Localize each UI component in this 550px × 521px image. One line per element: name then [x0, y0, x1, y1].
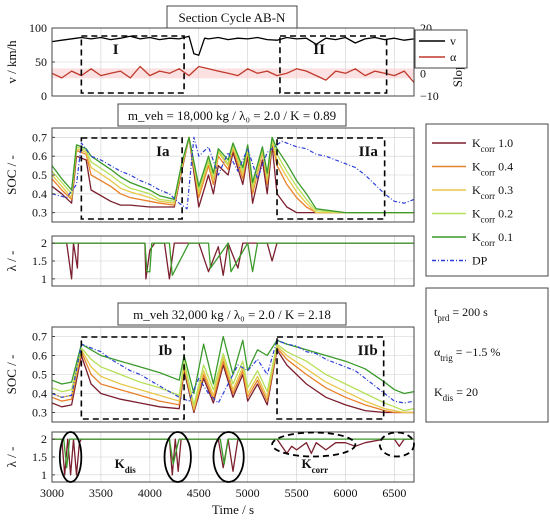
y-tick-label: 0.3 [32, 406, 47, 420]
series-line-DP [51, 136, 415, 210]
panel-title: m_veh 32,000 kg / λ₀ = 2.0 / K = 2.18 [133, 307, 331, 322]
x-tick-label: 6000 [334, 486, 358, 500]
y-tick-label: 0.4 [32, 387, 47, 401]
legend-label: Kcorr 0.3 [472, 183, 513, 201]
highlight-ellipse [58, 431, 83, 483]
legend-label: Kcorr 0.4 [472, 160, 513, 178]
annotation-label: Kcorr [301, 456, 328, 475]
series-line-K-corr-0.3 [51, 136, 414, 214]
series-line-K-corr-0.3 [51, 345, 414, 414]
legend-label: Kcorr 0.1 [472, 230, 513, 248]
series-line-K-corr-1.0 [51, 136, 414, 214]
y-tick-label: 0.5 [32, 368, 47, 382]
y-tick-label: 0.3 [32, 206, 47, 220]
legend-box-cycle [414, 29, 468, 69]
panel-title: m_veh = 18,000 kg / λ₀ = 2.0 / K = 0.89 [128, 108, 336, 123]
x-tick-label: 3500 [89, 486, 113, 500]
param-label: αtrig = −1.5 % [434, 345, 500, 363]
x-tick-label: 6500 [382, 486, 406, 500]
series-line-K-corr-1.0 [52, 438, 414, 476]
y-axis-label: v / km/h [4, 40, 19, 84]
panel-title-box [117, 103, 347, 127]
region-label-II: II [313, 42, 325, 58]
x-axis-label: Time / s [212, 502, 254, 517]
series-line-K-corr-0.1 [52, 242, 414, 276]
series-line-K-corr-0.1 [51, 335, 415, 395]
y-right-tick-label: 0 [420, 66, 426, 80]
y-tick-label: 1 [41, 272, 47, 286]
region-box-IIb [276, 336, 385, 420]
region-box-IIa [276, 137, 386, 220]
y-tick-label: 1.5 [32, 254, 47, 268]
series-line-K-corr-1.0 [51, 349, 414, 414]
panel-soc1: Ia IIa 0.3 0.4 0.5 0.6 0.7 SOC / - m_veh = 18,00… [4, 103, 415, 223]
region-label-I: I [113, 42, 119, 58]
y-tick-label: 0.7 [32, 330, 47, 344]
region-label-Ia: Ia [156, 144, 170, 160]
region-box-Ib [80, 336, 185, 420]
y-tick-label: 50 [35, 55, 47, 69]
y-tick-label: 0.5 [32, 168, 47, 182]
region-label-IIa: IIa [359, 144, 379, 160]
y-tick-label: 2 [41, 236, 47, 250]
region-label-Ib: Ib [158, 343, 172, 359]
y-axis-label: SOC / - [4, 355, 19, 395]
x-tick-label: 5000 [236, 486, 260, 500]
series-line-K-corr-0.4 [51, 347, 414, 414]
series-line-v [51, 35, 415, 56]
series-line-K-corr-0.4 [51, 136, 414, 214]
annotation-label: Kdis [115, 456, 137, 475]
slope-band [52, 68, 414, 79]
series-line-K-corr-0.2 [51, 136, 414, 214]
y-tick-label: 0.7 [32, 130, 47, 144]
x-tick-label: 3000 [40, 486, 64, 500]
panel-lambda2: 1 1.5 2 λ / - [4, 431, 415, 483]
panel-title-box [166, 5, 298, 29]
series-line-K-corr-1.0 [52, 242, 414, 280]
y-right-tick-label: −10 [420, 89, 439, 103]
panel-soc2: Ib IIb 0.3 0.4 0.5 0.6 0.7 SOC / - m_veh 32,000 … [4, 302, 415, 423]
y-axis-label: λ / - [4, 251, 19, 272]
highlight-ellipse [271, 431, 357, 458]
y-tick-label: 0.4 [32, 187, 47, 201]
y-tick-label: 0 [41, 89, 47, 103]
series-line-K-corr-0.1 [51, 136, 414, 214]
region-label-IIb: IIb [358, 343, 378, 359]
series-line-- [51, 65, 415, 83]
param-label: Kdis = 20 [434, 385, 478, 403]
y-tick-label: 100 [29, 21, 47, 35]
param-label: tprd = 200 s [434, 305, 488, 323]
y-axis-label: SOC / - [4, 155, 19, 195]
highlight-ellipse [212, 431, 245, 483]
y-tick-label: 0.6 [32, 349, 47, 363]
y-tick-label: 2 [41, 432, 47, 446]
y-tick-label: 1.5 [32, 450, 47, 464]
legend-label: DP [472, 254, 488, 268]
y-tick-label: 0.6 [32, 149, 47, 163]
region-box-II [279, 35, 388, 94]
highlight-ellipse [378, 431, 415, 458]
params-box [425, 287, 549, 423]
x-tick-label: 5500 [285, 486, 309, 500]
legend-label: Kcorr 1.0 [472, 136, 513, 154]
y-axis-label: λ / - [4, 447, 19, 468]
highlight-ellipse [163, 431, 192, 483]
y-tick-label: 1 [41, 468, 47, 482]
panel-lambda1: 1 1.5 2 λ / - [4, 235, 415, 287]
x-tick-label: 4000 [138, 486, 162, 500]
series-line-K-corr-0.2 [51, 343, 415, 412]
panel-title: Section Cycle AB-N [179, 10, 286, 25]
legend-label: v [450, 34, 456, 48]
panel-title-box [117, 302, 347, 326]
region-box-I [80, 35, 185, 94]
legend-label: Kcorr 0.2 [472, 207, 513, 225]
legend-label: α [450, 50, 457, 64]
x-tick-label: 4500 [187, 486, 211, 500]
region-box-Ia [80, 137, 183, 220]
series-line-K-corr-0.1 [52, 438, 414, 469]
legend-box [425, 123, 549, 277]
